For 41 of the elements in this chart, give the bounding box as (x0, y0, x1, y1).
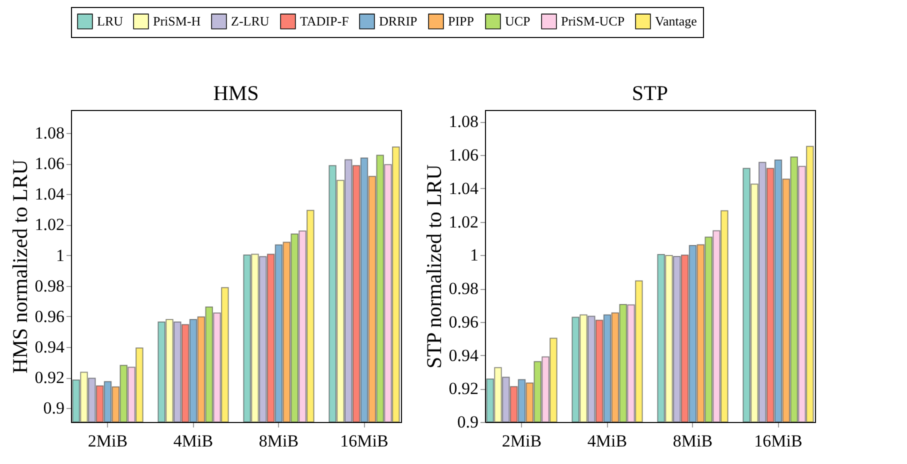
legend-label: UCP (505, 13, 530, 28)
x-tick-label: 8MiB (258, 432, 299, 450)
legend-label: Vantage (655, 13, 698, 28)
y-tick-label: 0.96 (34, 306, 64, 326)
x-tick-label: 2MiB (502, 432, 542, 450)
y-tick-label: 1.02 (448, 212, 478, 232)
legend-label: LRU (97, 13, 124, 28)
y-tick-label: 1.02 (34, 215, 64, 234)
x-tick-label: 4MiB (587, 432, 628, 450)
x-tick-label: 4MiB (173, 432, 214, 450)
y-tick-label: 0.9 (457, 412, 478, 432)
x-tick-label: 16MiB (340, 432, 388, 450)
y-tick-label: 1.08 (34, 123, 64, 142)
y-tick-label: 1.08 (448, 112, 478, 132)
y-tick-label: 1 (470, 246, 478, 265)
y-axis-title: HMS normalized to LRU (8, 159, 32, 374)
legend-label: Z-LRU (231, 13, 270, 28)
y-tick-label: 0.98 (34, 276, 64, 296)
y-tick-label: 0.92 (34, 368, 64, 388)
y-tick-label: 0.94 (448, 346, 479, 365)
y-tick-label: 0.9 (43, 398, 64, 418)
y-tick-label: 1.04 (34, 184, 65, 204)
legend-label: DRRIP (379, 13, 418, 28)
legend-label: PriSM-H (153, 13, 201, 28)
chart-title: STP (632, 81, 668, 105)
y-tick-label: 0.94 (34, 338, 65, 357)
x-tick-label: 16MiB (754, 432, 802, 450)
y-tick-label: 1.06 (448, 146, 478, 165)
y-tick-label: 1.06 (34, 154, 64, 174)
y-axis-title: STP normalized to LRU (422, 164, 446, 368)
legend-label: PIPP (448, 13, 474, 28)
legend-label: PriSM-UCP (561, 13, 625, 28)
y-tick-label: 1 (56, 246, 64, 265)
y-tick-label: 0.98 (448, 279, 478, 298)
y-tick-label: 0.92 (448, 379, 478, 398)
y-tick-label: 1.04 (448, 178, 479, 198)
y-tick-label: 0.96 (448, 312, 478, 332)
x-tick-label: 8MiB (672, 432, 713, 450)
legend-label: TADIP-F (300, 13, 349, 28)
chart-title: HMS (213, 81, 259, 105)
x-tick-label: 2MiB (88, 432, 128, 450)
